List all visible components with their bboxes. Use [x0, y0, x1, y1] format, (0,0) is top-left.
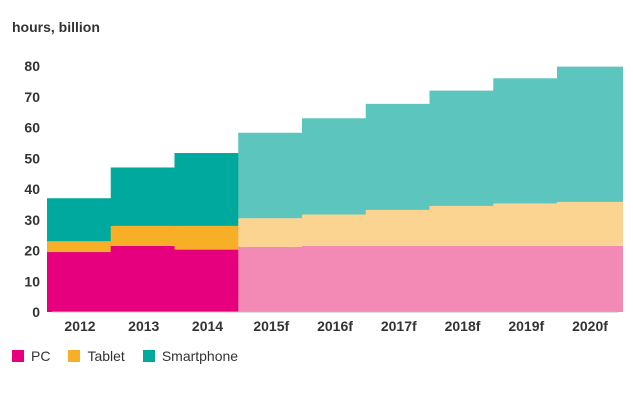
legend-label-smartphone: Smartphone: [161, 348, 239, 364]
bar-smartphone-2020f: [557, 66, 623, 202]
y-tick-label-70: 70: [24, 89, 40, 105]
bar-tablet-2014: [174, 225, 241, 250]
bar-tablet-2017f: [365, 209, 432, 246]
x-tick-label-2019f: 2019f: [508, 318, 544, 334]
y-tick-label-50: 50: [24, 150, 40, 166]
bar-pc-2020f: [557, 245, 623, 312]
x-tick-label-2015f: 2015f: [253, 318, 289, 334]
bar-tablet-2015f: [238, 218, 305, 247]
x-tick-label-2017f: 2017f: [381, 318, 417, 334]
legend-swatch-tablet: [68, 350, 81, 362]
y-tick-label-10: 10: [24, 273, 40, 289]
bar-pc-2017f: [365, 245, 432, 312]
bar-smartphone-2018f: [429, 90, 496, 206]
x-tick-label-2012: 2012: [64, 318, 95, 334]
legend-swatch-pc: [12, 350, 24, 362]
legend-item-tablet: Tablet: [68, 348, 125, 364]
bar-smartphone-2012: [47, 198, 113, 242]
y-tick-label-0: 0: [32, 304, 40, 320]
legend: PC Tablet Smartphone: [12, 348, 238, 364]
legend-swatch-smartphone: [142, 350, 155, 362]
legend-label-pc: PC: [31, 348, 51, 364]
bar-smartphone-2013: [110, 167, 177, 226]
x-tick-label-2018f: 2018f: [445, 318, 481, 334]
legend-label-tablet: Tablet: [87, 348, 125, 364]
bar-pc-2015f: [238, 246, 305, 312]
bar-tablet-2012: [47, 241, 113, 253]
y-tick-label-60: 60: [24, 120, 40, 136]
bar-tablet-2013: [110, 225, 177, 246]
y-tick-label-20: 20: [24, 243, 40, 259]
bar-pc-2019f: [493, 245, 560, 312]
legend-item-pc: PC: [12, 348, 50, 364]
bar-pc-2014: [174, 249, 241, 312]
x-tick-label-2016f: 2016f: [317, 318, 353, 334]
bar-tablet-2020f: [557, 201, 623, 246]
bar-tablet-2016f: [302, 214, 368, 246]
bar-smartphone-2014: [174, 153, 241, 226]
x-tick-label-2020f: 2020f: [572, 318, 608, 334]
bar-pc-2013: [110, 245, 177, 312]
y-axis-unit-label: hours, billion: [12, 19, 100, 35]
bar-smartphone-2017f: [365, 103, 432, 210]
bar-smartphone-2015f: [238, 132, 305, 219]
y-tick-label-80: 80: [24, 58, 40, 74]
x-tick-label-2013: 2013: [128, 318, 159, 334]
legend-item-smartphone: Smartphone: [142, 348, 239, 364]
bar-smartphone-2016f: [302, 118, 368, 215]
y-tick-label-40: 40: [24, 181, 40, 197]
bar-smartphone-2019f: [493, 78, 560, 204]
y-tick-label-30: 30: [24, 212, 40, 228]
bar-pc-2018f: [429, 245, 496, 312]
bar-tablet-2019f: [493, 203, 560, 246]
bar-tablet-2018f: [429, 205, 496, 246]
bar-pc-2016f: [302, 245, 368, 312]
bar-pc-2012: [47, 252, 113, 312]
x-tick-label-2014: 2014: [192, 318, 223, 334]
